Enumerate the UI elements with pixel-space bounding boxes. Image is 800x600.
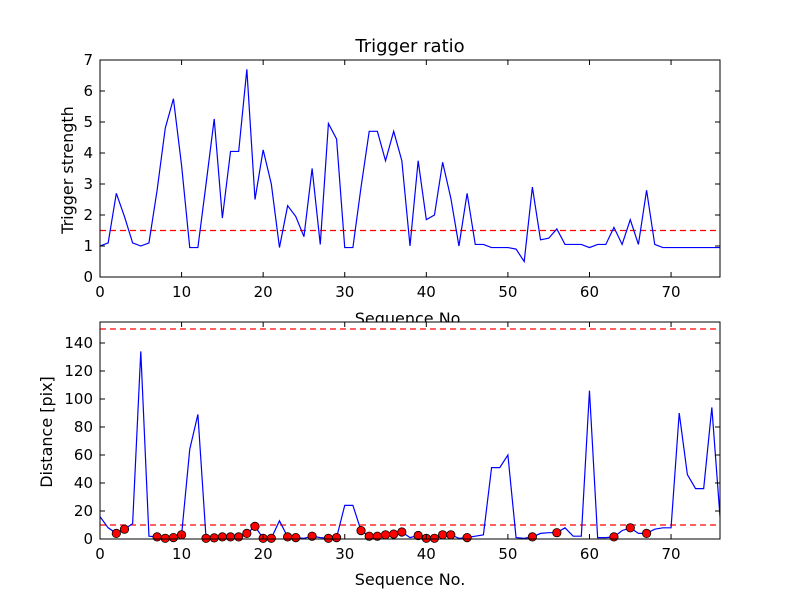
data-point-marker <box>225 532 236 542</box>
x-tick-label: 20 <box>254 283 273 301</box>
y-tick-label: 120 <box>64 362 93 380</box>
y-tick-label: 0 <box>83 268 93 286</box>
data-point-marker <box>201 533 211 543</box>
data-point-marker <box>209 533 219 543</box>
data-point-marker <box>609 532 619 542</box>
data-point-marker <box>625 523 635 533</box>
data-point-marker <box>527 532 537 542</box>
trigger-ratio-chart: Trigger ratio Sequence No. Trigger stren… <box>58 36 721 328</box>
data-point-marker <box>438 530 448 540</box>
x-tick-label: 70 <box>662 545 681 563</box>
data-point-marker <box>446 530 456 540</box>
x-tick-label: 0 <box>95 545 105 563</box>
x-tick-label: 50 <box>498 545 517 563</box>
y-tick-label: 20 <box>74 502 93 520</box>
data-point-marker <box>356 525 366 536</box>
x-tick-label: 10 <box>172 283 191 301</box>
data-point-marker <box>397 527 407 537</box>
chart-title: Trigger ratio <box>354 36 464 57</box>
data-point-marker <box>641 528 652 539</box>
data-point-marker <box>380 530 391 540</box>
x-tick-label: 30 <box>335 283 354 301</box>
x-tick-label: 60 <box>580 283 599 301</box>
x-tick-label: 70 <box>662 283 681 301</box>
data-point-marker <box>234 532 244 542</box>
data-point-marker <box>250 521 260 532</box>
y-axis-label: Distance [pix] <box>37 376 56 488</box>
data-point-marker <box>160 533 170 543</box>
data-point-marker <box>552 528 562 538</box>
x-tick-label: 0 <box>95 283 105 301</box>
y-tick-label: 3 <box>83 175 93 193</box>
data-point-marker <box>266 533 276 543</box>
data-point-marker <box>242 528 252 539</box>
data-point-marker <box>413 530 423 541</box>
data-point-marker <box>429 533 440 543</box>
x-axis-label: Sequence No. <box>355 570 466 589</box>
x-tick-label: 40 <box>417 283 436 301</box>
distance-chart: Sequence No. Distance [pix] 0 10 20 30 40 50 6… <box>37 321 721 589</box>
y-tick-label: 40 <box>74 474 93 492</box>
y-tick-label: 6 <box>83 82 93 100</box>
x-tick-label: 40 <box>417 545 436 563</box>
y-tick-label: 0 <box>83 530 93 548</box>
x-tick-label: 50 <box>498 283 517 301</box>
x-tick-label: 10 <box>172 545 191 563</box>
data-point-marker <box>331 532 342 543</box>
y-tick-label: 60 <box>74 446 93 464</box>
y-tick-label: 1 <box>83 237 93 255</box>
y-tick-label: 4 <box>83 144 93 162</box>
data-point-marker <box>217 532 227 542</box>
axes-frame <box>99 321 721 540</box>
axes-frame <box>99 59 721 278</box>
data-point-marker <box>111 528 121 539</box>
x-tick-label: 60 <box>580 545 599 563</box>
data-point-marker <box>152 532 162 542</box>
plot-area <box>100 322 720 539</box>
data-point-marker <box>119 524 130 534</box>
y-tick-label: 140 <box>64 334 93 352</box>
y-axis-label: Trigger strength <box>58 106 77 235</box>
data-point-marker <box>291 532 301 543</box>
y-tick-label: 80 <box>74 418 93 436</box>
x-tick-label: 30 <box>335 545 354 563</box>
y-tick-label: 2 <box>83 206 93 224</box>
data-point-marker <box>323 533 334 543</box>
y-tick-label: 7 <box>83 51 93 69</box>
data-point-marker <box>283 532 293 542</box>
y-tick-label: 100 <box>64 390 93 408</box>
data-point-marker <box>462 532 472 543</box>
data-point-marker <box>168 532 179 543</box>
data-point-marker <box>307 531 317 541</box>
series-line <box>100 69 720 264</box>
data-point-marker <box>389 529 399 539</box>
y-tick-label: 5 <box>83 113 93 131</box>
x-tick-label: 20 <box>254 545 273 563</box>
